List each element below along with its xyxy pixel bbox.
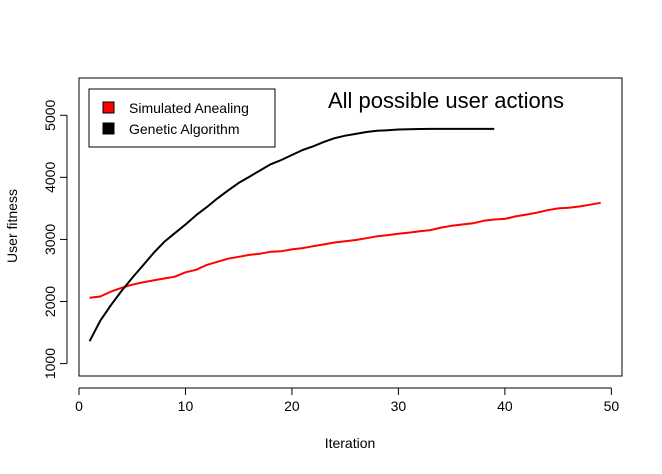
x-tick-label: 10 xyxy=(178,398,194,414)
series-line-genetic-algorithm xyxy=(88,127,495,342)
plot-frame xyxy=(78,77,623,377)
x-axis-title: Iteration xyxy=(325,435,376,451)
x-tick-label: 50 xyxy=(604,398,620,414)
series-layer xyxy=(88,127,601,342)
y-axis: 1000 2000 3000 4000 5000 xyxy=(42,99,68,379)
x-tick-label: 30 xyxy=(391,398,407,414)
x-axis: 0 10 20 30 40 50 xyxy=(75,387,620,414)
legend: Simulated Anealing Genetic Algorithm xyxy=(88,88,276,148)
y-tick-label: 2000 xyxy=(42,286,58,317)
y-axis-title: User fitness xyxy=(4,189,20,263)
legend-swatch-simulated-anealing xyxy=(102,101,115,114)
legend-label-simulated-anealing: Simulated Anealing xyxy=(129,100,249,116)
legend-box xyxy=(88,88,276,148)
y-tick-label: 1000 xyxy=(42,348,58,379)
legend-swatch-genetic-algorithm xyxy=(102,122,115,135)
x-tick-label: 0 xyxy=(75,398,83,414)
chart-annotation: All possible user actions xyxy=(328,88,564,113)
y-tick-label: 5000 xyxy=(42,99,58,130)
x-tick-label: 40 xyxy=(497,398,513,414)
x-tick-label: 20 xyxy=(284,398,300,414)
legend-label-genetic-algorithm: Genetic Algorithm xyxy=(129,121,240,137)
y-tick-label: 3000 xyxy=(42,224,58,255)
series-line-simulated-anealing xyxy=(89,201,601,299)
y-tick-label: 4000 xyxy=(42,162,58,193)
